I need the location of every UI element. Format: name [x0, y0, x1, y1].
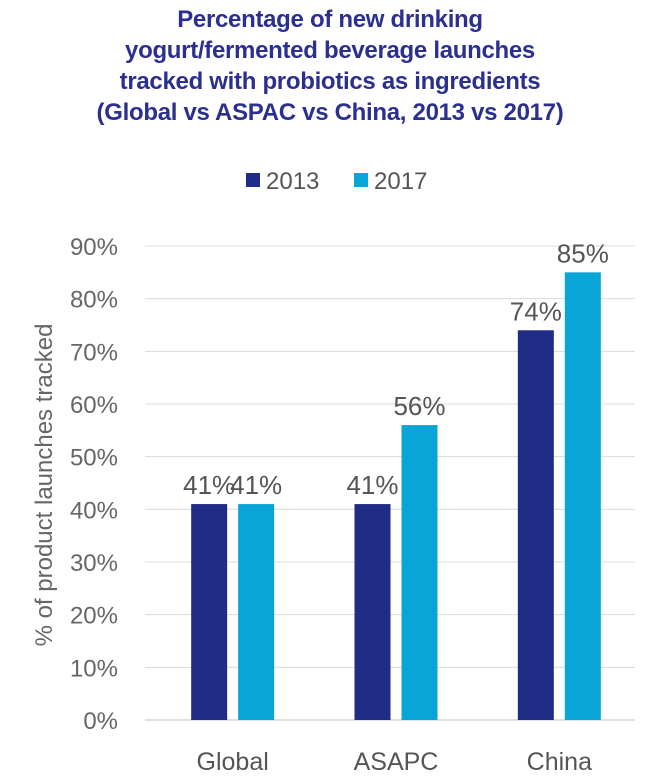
- y-axis-ticks: 0% 10% 20% 30% 40% 50% 60% 70% 80% 90%: [70, 234, 118, 735]
- x-category-china: China: [527, 748, 592, 776]
- y-axis-label: % of product launches tracked: [31, 324, 58, 647]
- title-line-3: tracked with probiotics as ingredients: [119, 68, 541, 95]
- y-tick-label-50: 50%: [70, 445, 118, 472]
- bar-china-2013: [517, 330, 554, 720]
- y-tick-label-20: 20%: [70, 603, 118, 630]
- bar-global-2017: [238, 504, 275, 720]
- y-tick-label-60: 60%: [70, 392, 118, 419]
- y-tick-label-40: 40%: [70, 497, 118, 524]
- data-label-global-2017: 41%: [230, 470, 282, 500]
- title-line-4: (Global vs ASPAC vs China, 2013 vs 2017): [96, 99, 564, 126]
- x-category-asapc: ASAPC: [354, 748, 439, 776]
- bar-asapc-2017: [401, 425, 438, 720]
- y-tick-label-0: 0%: [83, 708, 118, 735]
- data-label-asapc-2013: 41%: [346, 470, 398, 500]
- chart-title: Percentage of new drinking yogurt/fermen…: [0, 4, 660, 128]
- y-tick-label-90: 90%: [70, 234, 118, 261]
- legend-swatch-2013: [246, 173, 260, 187]
- data-label-asapc-2017: 56%: [393, 391, 445, 421]
- bar-global-2013: [191, 504, 228, 720]
- data-label-global-2013: 41%: [183, 470, 235, 500]
- data-label-china-2013: 74%: [510, 296, 562, 326]
- title-line-2: yogurt/fermented beverage launches: [125, 37, 535, 64]
- y-tick-label-30: 30%: [70, 550, 118, 577]
- legend: 2013 2017: [246, 168, 427, 195]
- title-line-1: Percentage of new drinking: [177, 6, 483, 33]
- y-tick-label-10: 10%: [70, 655, 118, 682]
- y-tick-label-70: 70%: [70, 339, 118, 366]
- x-axis-categories: Global ASAPC China: [197, 748, 593, 776]
- y-tick-label-80: 80%: [70, 287, 118, 314]
- x-category-global: Global: [197, 748, 269, 776]
- bar-asapc-2013: [354, 504, 391, 720]
- data-labels: 41%41% 41%56%74%85%: [183, 238, 609, 500]
- legend-swatch-2017: [354, 173, 368, 187]
- legend-label-2013: 2013: [266, 168, 319, 195]
- legend-label-2017: 2017: [374, 168, 427, 195]
- bars: [191, 272, 601, 720]
- bar-china-2017: [564, 272, 601, 720]
- data-label-china-2017: 85%: [557, 238, 609, 268]
